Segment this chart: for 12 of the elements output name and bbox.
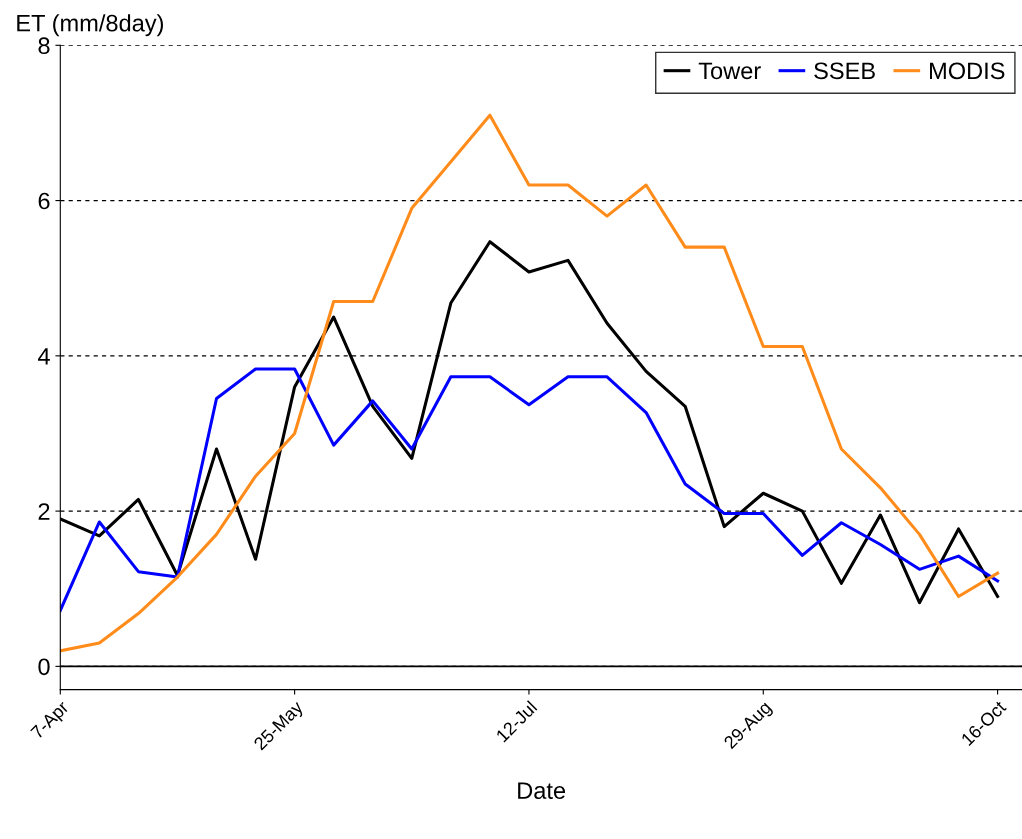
y-tick-label: 0 [38, 658, 50, 676]
y-tick-label: 8 [38, 37, 50, 55]
line-series [60, 113, 1000, 653]
legend-label: SSEB [814, 62, 875, 80]
legend-label: Tower [698, 62, 761, 80]
legend-label: MODIS [930, 62, 1005, 80]
y-tick-label: 2 [38, 503, 50, 520]
line-series [60, 367, 1000, 612]
y-axis-title: ET (mm/8day) [17, 14, 163, 37]
x-axis-title: Date [518, 782, 566, 799]
y-tick-label: 6 [38, 192, 50, 210]
y-tick-label: 4 [37, 348, 50, 365]
